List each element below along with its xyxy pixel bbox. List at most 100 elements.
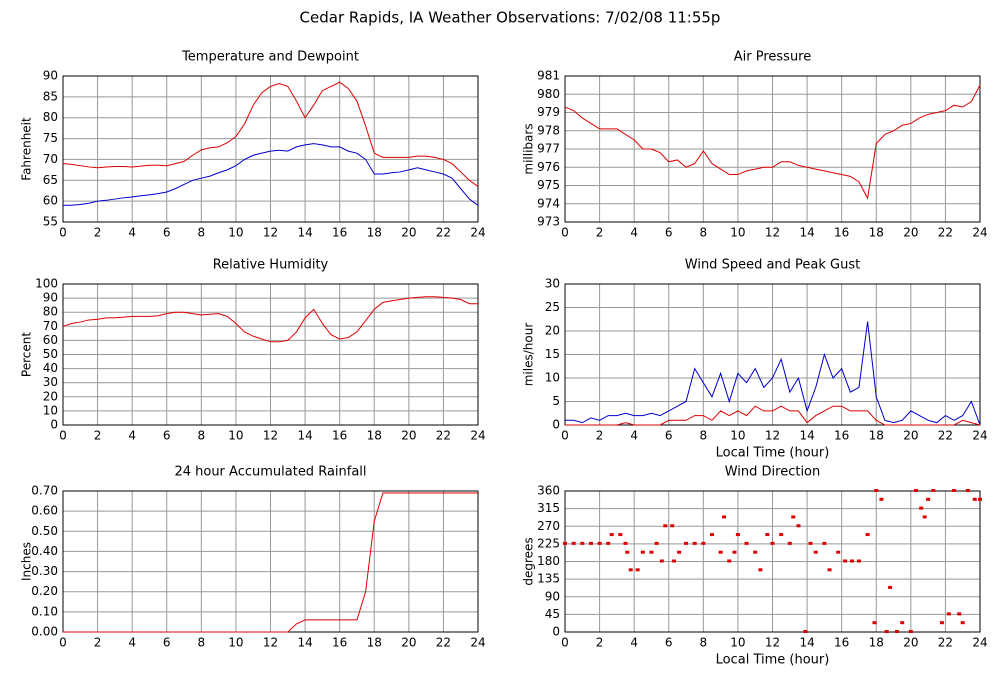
data-line xyxy=(565,321,981,426)
x-tick-label: 0 xyxy=(59,429,67,443)
x-tick-label: 8 xyxy=(700,226,708,240)
y-tick-label: 20 xyxy=(43,389,58,403)
data-point xyxy=(722,515,727,519)
y-tick-label: 976 xyxy=(537,160,560,174)
x-tick-label: 8 xyxy=(700,636,708,650)
x-tick-label: 2 xyxy=(94,636,102,650)
x-tick-label: 16 xyxy=(834,226,849,240)
x-tick-label: 18 xyxy=(367,226,382,240)
data-point xyxy=(872,621,877,625)
y-axis-label: miles/hour xyxy=(522,323,536,387)
data-point xyxy=(965,489,970,492)
data-point xyxy=(914,489,919,492)
data-point xyxy=(571,541,576,545)
x-tick-label: 16 xyxy=(332,636,347,650)
x-tick-label: 22 xyxy=(436,636,451,650)
x-tick-label: 2 xyxy=(94,429,102,443)
x-axis-label: Local Time (hour) xyxy=(716,653,830,668)
data-point xyxy=(931,489,936,492)
data-point xyxy=(625,550,630,554)
y-tick-label: 40 xyxy=(43,361,58,375)
x-tick-label: 20 xyxy=(903,226,918,240)
y-tick-label: 980 xyxy=(537,87,560,101)
y-tick-label: 100 xyxy=(35,277,58,291)
data-point xyxy=(744,541,749,545)
plot-frame xyxy=(564,75,981,223)
data-point xyxy=(791,515,796,519)
x-tick-label: 10 xyxy=(730,636,745,650)
y-tick-label: 25 xyxy=(545,300,560,314)
plot-frame xyxy=(564,283,981,426)
data-point xyxy=(732,550,737,554)
x-tick-label: 4 xyxy=(128,429,136,443)
x-tick-label: 0 xyxy=(561,429,569,443)
x-tick-label: 24 xyxy=(972,226,987,240)
y-tick-label: 10 xyxy=(43,403,58,417)
plot-frame xyxy=(62,75,479,223)
y-tick-label: 0.20 xyxy=(31,584,58,598)
y-tick-label: 0.40 xyxy=(31,544,58,558)
x-tick-label: 10 xyxy=(228,636,243,650)
x-tick-label: 22 xyxy=(436,226,451,240)
data-point xyxy=(588,541,593,545)
data-point xyxy=(628,568,633,572)
x-tick-label: 2 xyxy=(94,226,102,240)
data-point xyxy=(659,559,664,563)
data-point xyxy=(843,559,848,563)
x-tick-label: 18 xyxy=(869,636,884,650)
x-tick-label: 2 xyxy=(596,429,604,443)
data-point xyxy=(649,550,654,554)
data-point xyxy=(701,541,706,545)
data-point xyxy=(879,497,884,501)
data-point xyxy=(677,550,682,554)
data-point xyxy=(922,515,927,519)
data-point xyxy=(978,497,982,501)
x-tick-label: 20 xyxy=(401,636,416,650)
data-point xyxy=(813,550,818,554)
data-point xyxy=(787,541,792,545)
x-tick-label: 6 xyxy=(665,226,673,240)
data-point xyxy=(972,497,977,501)
x-tick-label: 18 xyxy=(869,429,884,443)
y-tick-label: 85 xyxy=(43,89,58,103)
x-tick-label: 14 xyxy=(799,636,814,650)
x-tick-label: 6 xyxy=(665,636,673,650)
x-tick-label: 16 xyxy=(332,226,347,240)
y-tick-label: 0.60 xyxy=(31,504,58,518)
data-point xyxy=(895,630,899,633)
x-tick-label: 2 xyxy=(596,636,604,650)
data-point xyxy=(753,550,758,554)
x-tick-label: 8 xyxy=(198,636,206,650)
data-point xyxy=(796,524,801,528)
data-point xyxy=(946,612,951,616)
y-tick-label: 978 xyxy=(537,123,560,137)
y-tick-label: 225 xyxy=(537,536,560,550)
x-tick-label: 24 xyxy=(972,636,987,650)
data-point xyxy=(735,533,740,537)
x-tick-label: 8 xyxy=(198,429,206,443)
data-point xyxy=(563,541,567,545)
x-tick-label: 22 xyxy=(938,226,953,240)
panel-title: 24 hour Accumulated Rainfall xyxy=(174,465,366,480)
data-line xyxy=(63,143,479,206)
data-point xyxy=(718,550,723,554)
y-tick-label: 270 xyxy=(537,519,560,533)
data-point xyxy=(926,497,931,501)
y-axis-label: millibars xyxy=(522,123,536,174)
y-tick-label: 360 xyxy=(537,484,560,498)
x-tick-label: 16 xyxy=(834,429,849,443)
panel-title: Temperature and Dewpoint xyxy=(181,50,359,65)
data-point xyxy=(623,541,628,545)
x-tick-label: 24 xyxy=(972,429,987,443)
data-point xyxy=(663,524,668,528)
data-point xyxy=(850,559,855,563)
data-point xyxy=(671,559,676,563)
data-point xyxy=(709,533,714,537)
data-point xyxy=(670,524,675,528)
data-point xyxy=(952,489,957,492)
x-tick-label: 0 xyxy=(59,226,67,240)
y-tick-label: 20 xyxy=(545,324,560,338)
data-point xyxy=(874,489,879,492)
y-tick-label: 45 xyxy=(545,607,560,621)
